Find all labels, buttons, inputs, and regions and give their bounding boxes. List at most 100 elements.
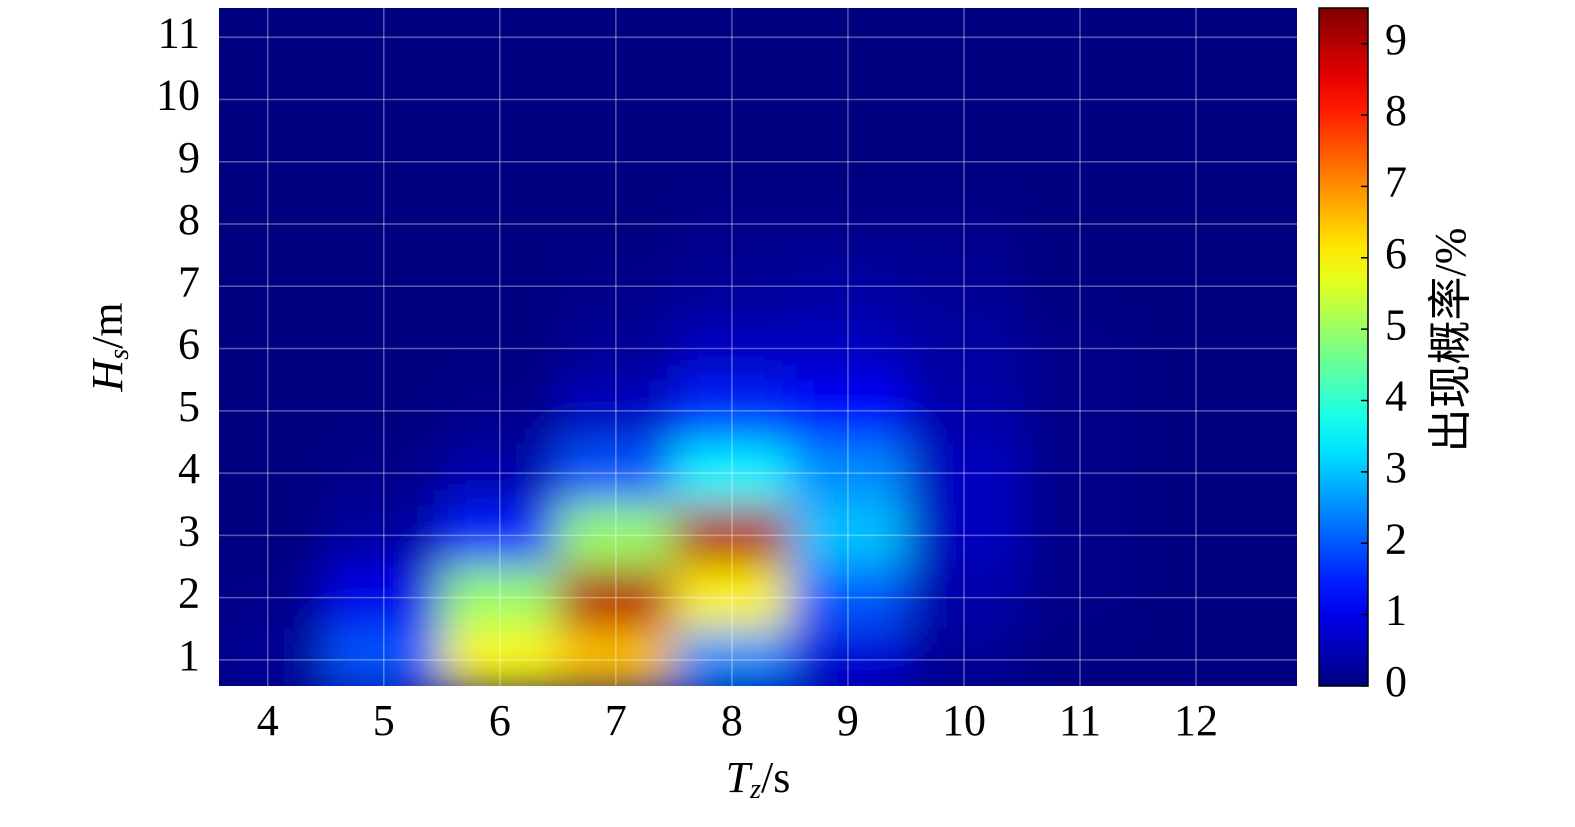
y-tick-label: 8 bbox=[178, 195, 200, 244]
y-axis-label: Hs/m bbox=[83, 302, 135, 392]
heat-cell bbox=[1021, 254, 1139, 318]
heat-cell bbox=[557, 192, 675, 256]
heat-cell bbox=[557, 628, 675, 686]
grid bbox=[219, 8, 1297, 686]
heat-cell bbox=[325, 316, 443, 381]
heat-cell bbox=[557, 316, 675, 381]
heat-cell bbox=[325, 565, 443, 630]
y-tick-label: 11 bbox=[158, 8, 200, 57]
heat-cell bbox=[905, 316, 1023, 381]
heat-cell bbox=[1021, 8, 1139, 69]
heat-cell bbox=[219, 503, 327, 567]
heat-cell bbox=[325, 441, 443, 505]
heat-cell bbox=[789, 67, 907, 132]
heat-cell bbox=[789, 8, 907, 69]
heat-cell bbox=[1137, 379, 1255, 443]
heat-cell bbox=[905, 8, 1023, 69]
colorbar-tick-label: 9 bbox=[1385, 15, 1407, 64]
heat-cell bbox=[325, 628, 443, 686]
colorbar-tick-label: 2 bbox=[1385, 514, 1407, 563]
heat-cell bbox=[1021, 565, 1139, 630]
heat-cell bbox=[905, 130, 1023, 194]
colorbar-tick-label: 8 bbox=[1385, 86, 1407, 135]
colorbar-tick-label: 5 bbox=[1385, 300, 1407, 349]
heat-cell bbox=[905, 503, 1023, 567]
x-tick-label: 7 bbox=[605, 696, 627, 745]
heat-cell bbox=[789, 316, 907, 381]
x-tick-label: 10 bbox=[942, 696, 986, 745]
y-tick-label: 4 bbox=[178, 444, 200, 493]
y-tick-label: 3 bbox=[178, 506, 200, 555]
y-tick-label: 2 bbox=[178, 569, 200, 618]
heat-cell bbox=[1021, 379, 1139, 443]
x-tick-label: 5 bbox=[373, 696, 395, 745]
heat-cell bbox=[325, 503, 443, 567]
heat-cell bbox=[789, 130, 907, 194]
heat-cell bbox=[441, 441, 559, 505]
y-label-subscript: s bbox=[104, 349, 135, 360]
heat-cell bbox=[905, 67, 1023, 132]
heat-cell bbox=[673, 503, 791, 567]
heat-cell bbox=[1137, 67, 1255, 132]
heat-cell bbox=[219, 628, 327, 686]
heat-cell bbox=[441, 254, 559, 318]
heat-cell bbox=[789, 441, 907, 505]
heat-cell bbox=[219, 316, 327, 381]
heat-cell bbox=[1137, 565, 1255, 630]
x-tick-label: 6 bbox=[489, 696, 511, 745]
y-label-unit: /m bbox=[83, 302, 132, 348]
heat-cell bbox=[673, 67, 791, 132]
heat-cell bbox=[441, 316, 559, 381]
heat-cell bbox=[905, 628, 1023, 686]
heat-cell bbox=[1137, 628, 1255, 686]
heat-cell bbox=[673, 441, 791, 505]
heat-cell bbox=[789, 192, 907, 256]
colorbar-tick-label: 0 bbox=[1385, 657, 1407, 706]
heat-cell bbox=[1137, 8, 1255, 69]
heat-cell bbox=[441, 565, 559, 630]
colorbar-tick-label: 7 bbox=[1385, 158, 1407, 207]
x-tick-label: 9 bbox=[837, 696, 859, 745]
heat-cell bbox=[905, 192, 1023, 256]
y-tick-label: 1 bbox=[178, 631, 200, 680]
heat-cell bbox=[219, 67, 327, 132]
heat-cell bbox=[1021, 67, 1139, 132]
colorbar-tick-label: 3 bbox=[1385, 443, 1407, 492]
heat-cell bbox=[219, 379, 327, 443]
heat-cell bbox=[325, 130, 443, 194]
heat-cell bbox=[557, 254, 675, 318]
heat-cell bbox=[673, 379, 791, 443]
heat-cell bbox=[441, 130, 559, 194]
heat-cell bbox=[789, 503, 907, 567]
y-tick-label: 10 bbox=[156, 71, 200, 120]
heat-cell bbox=[441, 67, 559, 132]
colorbar bbox=[1318, 7, 1369, 687]
x-tick-label: 11 bbox=[1059, 696, 1101, 745]
colorbar-tick-label: 1 bbox=[1385, 586, 1407, 635]
colorbar-tick-label: 4 bbox=[1385, 372, 1407, 421]
x-tick-label: 12 bbox=[1174, 696, 1218, 745]
colorbar-label: 出现概率/% bbox=[1426, 228, 1475, 453]
heat-cell bbox=[1021, 316, 1139, 381]
heat-cell bbox=[673, 254, 791, 318]
heat-cell bbox=[1021, 192, 1139, 256]
heat-cell bbox=[441, 379, 559, 443]
heat-cell bbox=[1021, 628, 1139, 686]
heat-cell bbox=[789, 565, 907, 630]
y-label-symbol: H bbox=[83, 358, 132, 393]
heat-cell bbox=[325, 254, 443, 318]
y-tick-label: 5 bbox=[178, 382, 200, 431]
heat-cell bbox=[789, 379, 907, 443]
heat-cell bbox=[219, 8, 327, 69]
heat-cell bbox=[673, 628, 791, 686]
heat-cell bbox=[673, 192, 791, 256]
heat-cell bbox=[557, 67, 675, 132]
heat-cell bbox=[905, 254, 1023, 318]
heat-cell bbox=[905, 565, 1023, 630]
heat-cell bbox=[1137, 130, 1255, 194]
heat-cell bbox=[905, 379, 1023, 443]
heat-cell bbox=[1137, 441, 1255, 505]
heat-cell bbox=[1021, 441, 1139, 505]
heat-cell bbox=[673, 316, 791, 381]
heat-cell bbox=[557, 565, 675, 630]
